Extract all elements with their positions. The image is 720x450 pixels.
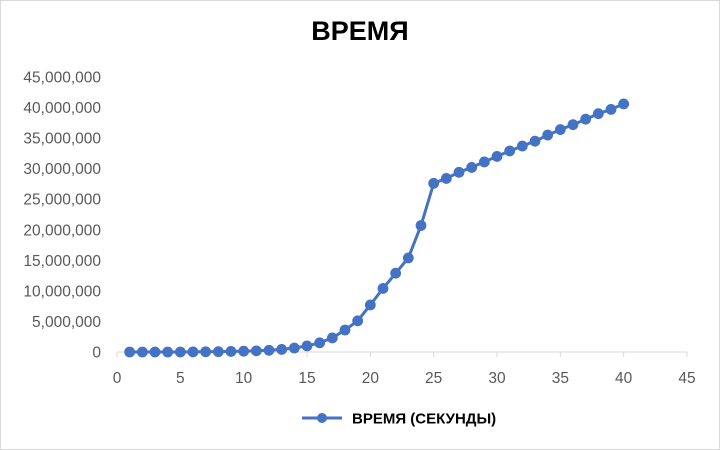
data-point <box>136 346 148 358</box>
data-point <box>124 346 136 358</box>
x-tick-label: 20 <box>362 370 380 387</box>
data-point <box>516 140 528 152</box>
data-point <box>478 156 490 168</box>
x-tick-label: 30 <box>488 370 506 387</box>
y-tick-label: 15,000,000 <box>23 253 101 270</box>
data-point <box>415 220 427 231</box>
data-point <box>542 129 554 141</box>
data-point <box>162 346 174 358</box>
data-point <box>276 344 288 355</box>
x-tick-label: 25 <box>425 370 442 387</box>
data-point <box>402 252 414 264</box>
data-point <box>301 340 313 352</box>
y-tick-label: 0 <box>92 345 101 362</box>
data-point <box>314 337 326 349</box>
data-point <box>504 145 516 157</box>
data-point <box>453 166 465 178</box>
data-point <box>187 346 199 358</box>
legend-label: ВРЕМЯ (СЕКУНДЫ) <box>352 411 496 428</box>
data-point <box>567 119 579 131</box>
data-point <box>618 98 630 110</box>
data-point <box>212 346 224 358</box>
data-point <box>250 345 262 357</box>
data-point <box>529 135 541 147</box>
data-point <box>174 346 186 358</box>
data-point <box>326 332 338 344</box>
data-point <box>390 267 402 279</box>
data-point <box>466 162 478 173</box>
y-tick-label: 35,000,000 <box>23 131 101 148</box>
data-point <box>225 346 237 357</box>
data-point <box>554 124 566 135</box>
series-line <box>129 102 625 354</box>
y-tick-label: 10,000,000 <box>23 283 101 300</box>
data-point <box>339 324 351 336</box>
data-point <box>263 344 275 356</box>
y-tick-label: 5,000,000 <box>32 314 101 331</box>
chart-title: ВРЕМЯ <box>311 16 409 46</box>
data-point <box>238 345 250 357</box>
data-point <box>149 346 161 358</box>
data-point <box>428 177 440 189</box>
x-tick-label: 15 <box>298 370 315 387</box>
y-tick-label: 30,000,000 <box>23 161 101 178</box>
x-tick-label: 10 <box>235 370 253 387</box>
data-point <box>288 342 300 354</box>
data-point <box>605 103 617 115</box>
x-tick-label: 35 <box>552 370 569 387</box>
data-point <box>364 299 376 311</box>
y-tick-label: 45,000,000 <box>23 70 101 87</box>
x-tick-label: 45 <box>678 370 695 387</box>
data-point <box>592 108 604 120</box>
y-tick-label: 20,000,000 <box>23 222 101 239</box>
data-point <box>352 315 364 327</box>
data-point <box>440 173 452 184</box>
x-tick-label: 0 <box>113 370 122 387</box>
data-point <box>377 283 389 294</box>
y-tick-label: 40,000,000 <box>23 100 101 117</box>
x-tick-label: 40 <box>615 370 633 387</box>
x-tick-label: 5 <box>176 370 185 387</box>
legend-marker <box>317 413 327 423</box>
data-point <box>580 113 592 125</box>
data-point <box>200 346 212 358</box>
y-tick-label: 25,000,000 <box>23 192 101 209</box>
data-point <box>491 151 503 162</box>
